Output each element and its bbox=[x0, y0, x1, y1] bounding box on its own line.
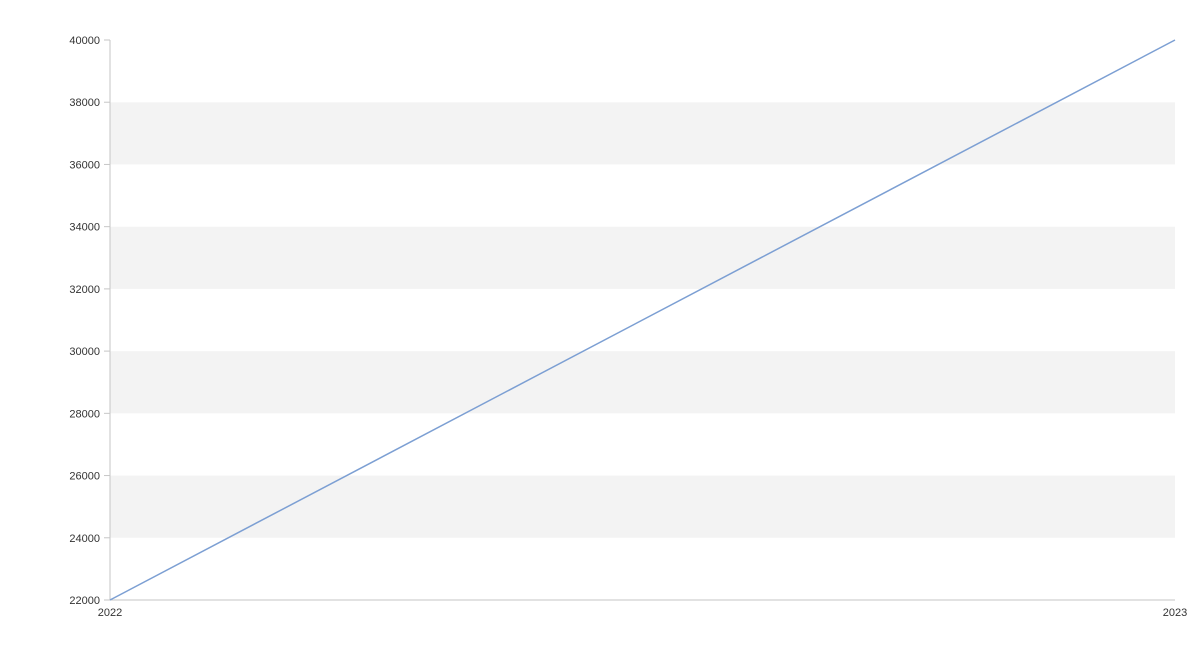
y-tick-label: 22000 bbox=[69, 595, 100, 607]
y-tick-label: 38000 bbox=[69, 97, 100, 109]
y-tick-label: 36000 bbox=[69, 159, 100, 171]
chart-svg: 22000 24000 26000 28000 30000 32000 34000 36000… bbox=[0, 0, 1200, 650]
chart-band bbox=[110, 413, 1175, 475]
chart-band bbox=[110, 476, 1175, 538]
y-tick-label: 32000 bbox=[69, 284, 100, 296]
y-tick-label: 28000 bbox=[69, 408, 100, 420]
chart-band bbox=[110, 40, 1175, 102]
y-tick-label: 34000 bbox=[69, 222, 100, 234]
chart-band bbox=[110, 538, 1175, 600]
y-tick-label: 24000 bbox=[69, 533, 100, 545]
y-tick-label: 30000 bbox=[69, 346, 100, 358]
line-chart: ЗАРПЛАТА В АЛЕКСИНСКОЕ РАЙОННОЕ ПОТРЕБИТ… bbox=[0, 0, 1200, 650]
chart-band bbox=[110, 227, 1175, 289]
chart-band bbox=[110, 164, 1175, 226]
y-tick-label: 40000 bbox=[69, 35, 100, 47]
chart-band bbox=[110, 351, 1175, 413]
x-tick-label: 2022 bbox=[98, 607, 122, 619]
x-tick-label: 2023 bbox=[1163, 607, 1187, 619]
y-tick-label: 26000 bbox=[69, 471, 100, 483]
chart-band bbox=[110, 102, 1175, 164]
